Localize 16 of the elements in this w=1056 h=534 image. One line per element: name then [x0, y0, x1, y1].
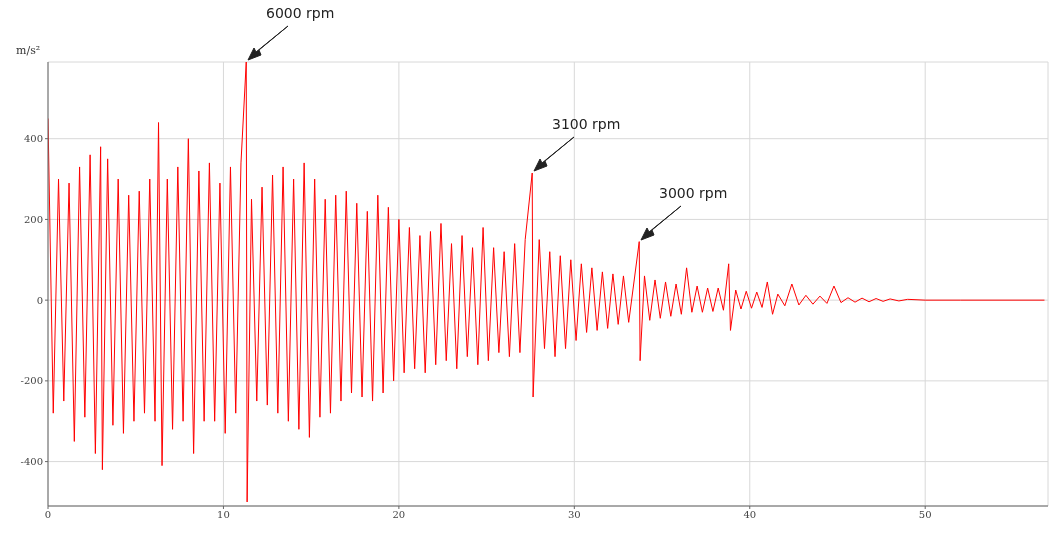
x-tick-label: 10 — [217, 509, 230, 521]
annotation: 3000 rpm — [659, 185, 728, 201]
x-tick-label: 50 — [918, 509, 932, 521]
y-tick-label: 400 — [23, 133, 43, 145]
text: 6000 rpm — [266, 5, 335, 21]
y-tick-label: -400 — [20, 456, 43, 468]
y-tick-label: -200 — [20, 375, 43, 387]
x-tick-label: 30 — [567, 509, 581, 521]
annotation: 3100 rpm — [552, 116, 621, 132]
y-axis-title: m/s² — [16, 44, 41, 57]
x-tick-label: 40 — [743, 509, 757, 521]
line-series — [48, 62, 1045, 503]
x-tick-label: 0 — [44, 509, 52, 521]
x-tick-label: 20 — [392, 509, 406, 521]
y-tick-label: 200 — [23, 213, 43, 225]
y-tick-label: 0 — [36, 294, 43, 306]
